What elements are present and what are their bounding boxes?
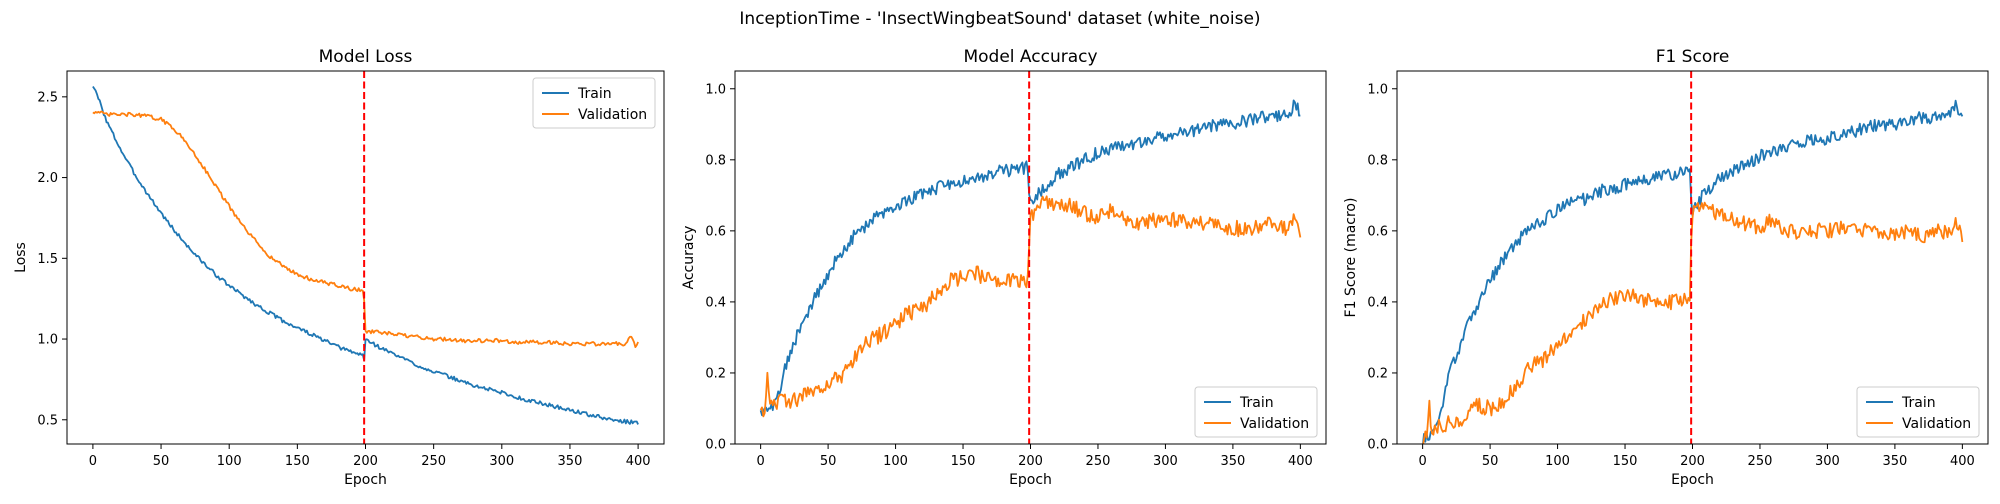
series-line-validation — [1422, 201, 1964, 444]
y-axis-label: Loss — [13, 242, 29, 273]
y-tick-label: 0.2 — [1367, 366, 1388, 381]
x-tick-label: 0 — [756, 454, 764, 469]
legend-label-train: Train — [1901, 395, 1936, 411]
x-tick-label: 0 — [1418, 454, 1426, 469]
legend-box — [1194, 386, 1318, 438]
y-tick-label: 2.5 — [37, 90, 58, 105]
y-tick-label: 0.5 — [37, 413, 58, 428]
x-axis-label: Epoch — [1671, 472, 1714, 488]
legend-label-validation: Validation — [1240, 416, 1309, 432]
x-axis-label: Epoch — [344, 472, 387, 488]
y-tick-label: 0.6 — [705, 224, 726, 239]
legend: Train Validation — [532, 77, 656, 129]
x-tick-label: 100 — [1545, 454, 1570, 469]
plot-lines — [759, 99, 1302, 418]
series-line-validation — [759, 195, 1302, 418]
x-tick-label: 50 — [153, 454, 170, 469]
y-tick-label: 0.8 — [705, 153, 726, 168]
y-axis-label: Accuracy — [681, 226, 697, 290]
x-tick-label: 250 — [1748, 454, 1773, 469]
accuracy-title: Model Accuracy — [963, 47, 1097, 67]
x-tick-label: 350 — [1220, 454, 1245, 469]
legend-box — [1856, 386, 1980, 438]
legend: Train Validation — [1194, 386, 1318, 438]
x-tick-label: 250 — [421, 454, 446, 469]
f1-chart: F1 Score 0 50 100 150 200 250 300 350 400 0.0 0.2 0.… — [1343, 47, 1989, 488]
legend-label-validation: Validation — [1902, 416, 1971, 432]
series-line-train — [759, 99, 1301, 417]
x-tick-label: 300 — [1815, 454, 1840, 469]
y-tick-label: 0.6 — [1367, 224, 1388, 239]
x-tick-label: 200 — [353, 454, 378, 469]
y-tick-label: 1.0 — [1367, 82, 1388, 97]
x-tick-label: 400 — [1288, 454, 1313, 469]
x-tick-label: 200 — [1680, 454, 1705, 469]
y-tick-label: 1.0 — [37, 333, 58, 348]
x-tick-label: 150 — [285, 454, 310, 469]
x-tick-label: 50 — [820, 454, 837, 469]
legend: Train Validation — [1856, 386, 1980, 438]
axes-frame — [66, 70, 665, 445]
y-tick-label: 1.5 — [37, 252, 58, 267]
x-tick-label: 150 — [1613, 454, 1638, 469]
loss-chart: Model Loss 0 50 100 150 200 250 300 350 400 0.5 1.0… — [13, 47, 665, 488]
y-tick-label: 0.8 — [1367, 153, 1388, 168]
series-line-validation — [92, 110, 639, 349]
x-tick-label: 400 — [626, 454, 651, 469]
x-tick-label: 350 — [558, 454, 583, 469]
x-tick-label: 200 — [1018, 454, 1043, 469]
f1-title: F1 Score — [1656, 47, 1730, 67]
accuracy-chart: Model Accuracy 0 50 100 150 200 250 300 350 400 0.… — [681, 47, 1327, 488]
loss-title: Model Loss — [319, 47, 413, 67]
x-tick-label: 150 — [951, 454, 976, 469]
x-tick-label: 400 — [1950, 454, 1975, 469]
y-tick-label: 0.4 — [705, 295, 726, 310]
series-line-train — [92, 86, 639, 425]
x-tick-label: 300 — [489, 454, 514, 469]
x-tick-label: 100 — [217, 454, 242, 469]
x-tick-label: 100 — [883, 454, 908, 469]
x-tick-label: 300 — [1153, 454, 1178, 469]
x-tick-label: 250 — [1086, 454, 1111, 469]
plot-lines — [1422, 99, 1964, 444]
y-tick-label: 0.0 — [1367, 438, 1388, 453]
y-axis-label: F1 Score (macro) — [1343, 198, 1359, 318]
plot-lines — [92, 86, 639, 425]
legend-label-validation: Validation — [578, 107, 647, 123]
x-tick-label: 50 — [1482, 454, 1499, 469]
axes-frame — [734, 70, 1327, 445]
legend-label-train: Train — [1239, 395, 1274, 411]
x-tick-label: 350 — [1882, 454, 1907, 469]
legend-label-train: Train — [577, 86, 612, 102]
legend-box — [532, 77, 656, 129]
y-tick-label: 0.0 — [705, 438, 726, 453]
y-tick-label: 2.0 — [37, 171, 58, 186]
x-axis-label: Epoch — [1009, 472, 1052, 488]
figure-suptitle: InceptionTime - 'InsectWingbeatSound' da… — [739, 9, 1260, 29]
axes-frame — [1396, 70, 1989, 445]
y-tick-label: 1.0 — [705, 82, 726, 97]
y-tick-label: 0.2 — [705, 366, 726, 381]
y-tick-label: 0.4 — [1367, 295, 1388, 310]
x-tick-label: 0 — [89, 454, 97, 469]
